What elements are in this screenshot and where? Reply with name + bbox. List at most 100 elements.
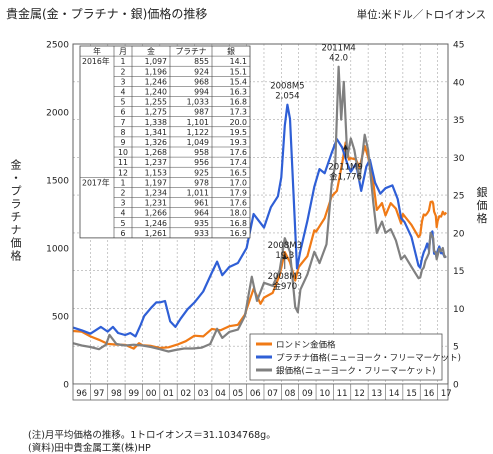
annotation-label: 金1,776 (329, 171, 362, 182)
table-cell: 933 (194, 229, 209, 238)
table-cell: 3 (121, 199, 126, 208)
table-cell: 987 (194, 108, 209, 117)
x-tick-label: 14 (389, 389, 400, 399)
y-tick-label: 2500 (46, 41, 69, 51)
y2-tick-label: 5 (453, 343, 459, 353)
table-cell: 1,231 (145, 199, 167, 208)
y2-axis-title: 銀価格 (477, 185, 488, 225)
table-cell: 17.9 (230, 189, 247, 198)
table-cell: 1 (121, 57, 126, 66)
y2-tick-label: 20 (453, 229, 465, 239)
table-cell: 924 (194, 67, 209, 76)
table-cell: 1,261 (145, 229, 167, 238)
table-cell: 1,097 (145, 57, 167, 66)
annotation-label: 金970 (272, 281, 297, 292)
table-cell: 964 (194, 209, 209, 218)
table-cell: 10 (118, 148, 128, 157)
table-cell: 19.3 (230, 138, 247, 147)
table-cell: 20.0 (230, 118, 247, 127)
y2-axis-title-char: 価 (477, 199, 488, 212)
table-header-cell: プラチナ (175, 47, 206, 56)
footnote-2: (資料)田中貴金属工業(株)HP (28, 442, 151, 454)
table-cell: 978 (194, 178, 209, 187)
table-cell: 17.0 (230, 178, 247, 187)
table-cell: 16.3 (230, 88, 247, 97)
table-cell: 1,326 (145, 138, 167, 147)
y-tick-label: 2000 (46, 109, 69, 119)
table-cell: 1,341 (145, 128, 167, 137)
table-year-cell: 2017年 (82, 177, 110, 187)
x-tick-label: 02 (180, 389, 191, 399)
table-cell: 8 (121, 128, 126, 137)
table-year-cell: 2016年 (82, 56, 110, 66)
x-tick-label: 16 (423, 389, 434, 399)
y-axis-title-char: チ (11, 211, 22, 224)
x-tick-label: 12 (354, 389, 365, 399)
y2-tick-label: 25 (453, 192, 464, 202)
y2-axis-title-char: 銀 (477, 185, 488, 199)
x-tick-label: 98 (111, 389, 122, 399)
table-cell: 4 (121, 209, 126, 218)
table-frame (79, 45, 251, 239)
y-axis-title: 金・プラチナ価格 (11, 158, 22, 263)
table-cell: 1,255 (145, 98, 167, 107)
table-cell: 935 (194, 219, 209, 228)
x-tick-label: 06 (250, 389, 261, 399)
table-cell: 2 (121, 67, 126, 76)
series-lines (72, 65, 448, 353)
table-cell: 1,246 (145, 77, 167, 86)
y-axis-title-char: ・ (11, 172, 22, 185)
table-cell: 17.6 (230, 199, 247, 208)
table-cell: 17.3 (230, 108, 247, 117)
table-cell: 1,011 (187, 189, 209, 198)
y2-tick-label: 40 (453, 78, 465, 88)
x-tick-label: 10 (319, 389, 330, 399)
x-tick-label: 97 (94, 389, 105, 399)
table-cell: 16.8 (230, 98, 247, 107)
table-cell: 14.1 (230, 57, 247, 66)
y-axis-title-char: 価 (11, 237, 22, 250)
table-cell: 994 (194, 88, 209, 97)
series-line-1 (72, 103, 447, 338)
y2-tick-label: 0 (453, 381, 459, 391)
table-cell: 17.4 (230, 158, 247, 167)
annotation-label: 2008M3 (268, 272, 302, 282)
table-cell: 1,237 (145, 158, 167, 167)
table-header-cell: 金 (147, 46, 155, 56)
table-cell: 16.5 (230, 168, 247, 177)
axes: 0500100015002000250005101520253035404596… (11, 41, 488, 401)
table-header-cell: 月 (119, 47, 127, 56)
annotation-label: 2011M9 (328, 162, 362, 172)
data-table: 年月金プラチナ 銀2016年 1 1,097 855 14.12 1,196 924 15.13… (79, 45, 251, 239)
table-cell: 925 (194, 168, 209, 177)
table-cell: 1,338 (145, 118, 167, 127)
table-cell: 6 (121, 108, 126, 117)
series-line-2 (72, 65, 447, 353)
table-cell: 7 (121, 118, 126, 127)
table-cell: 1,033 (187, 98, 209, 107)
table-cell: 1,122 (187, 128, 209, 137)
x-tick-label: 04 (215, 389, 226, 399)
table-cell: 958 (194, 148, 209, 157)
annotation-arrowhead (282, 254, 288, 260)
table-cell: 17.6 (230, 148, 247, 157)
table-header-cell: 年 (93, 46, 101, 56)
y-tick-label: 500 (52, 313, 69, 323)
y2-tick-label: 35 (453, 116, 464, 126)
y2-tick-label: 10 (453, 305, 465, 315)
x-tick-label: 09 (302, 389, 313, 399)
x-tick-label: 13 (371, 389, 382, 399)
table-cell: 15.4 (230, 77, 247, 86)
table-cell: 18.0 (230, 209, 247, 218)
y-axis-title-char: 金 (11, 158, 22, 172)
table-cell: 4 (121, 88, 126, 97)
x-tick-label: 05 (233, 389, 244, 399)
table-cell: 1,196 (145, 67, 167, 76)
y2-tick-label: 45 (453, 41, 464, 51)
table-cell: 1,234 (145, 189, 167, 198)
table-cell: 956 (194, 158, 209, 167)
table-cell: 1,153 (145, 168, 167, 177)
x-tick-label: 07 (267, 389, 278, 399)
table-cell: 9 (121, 138, 126, 147)
